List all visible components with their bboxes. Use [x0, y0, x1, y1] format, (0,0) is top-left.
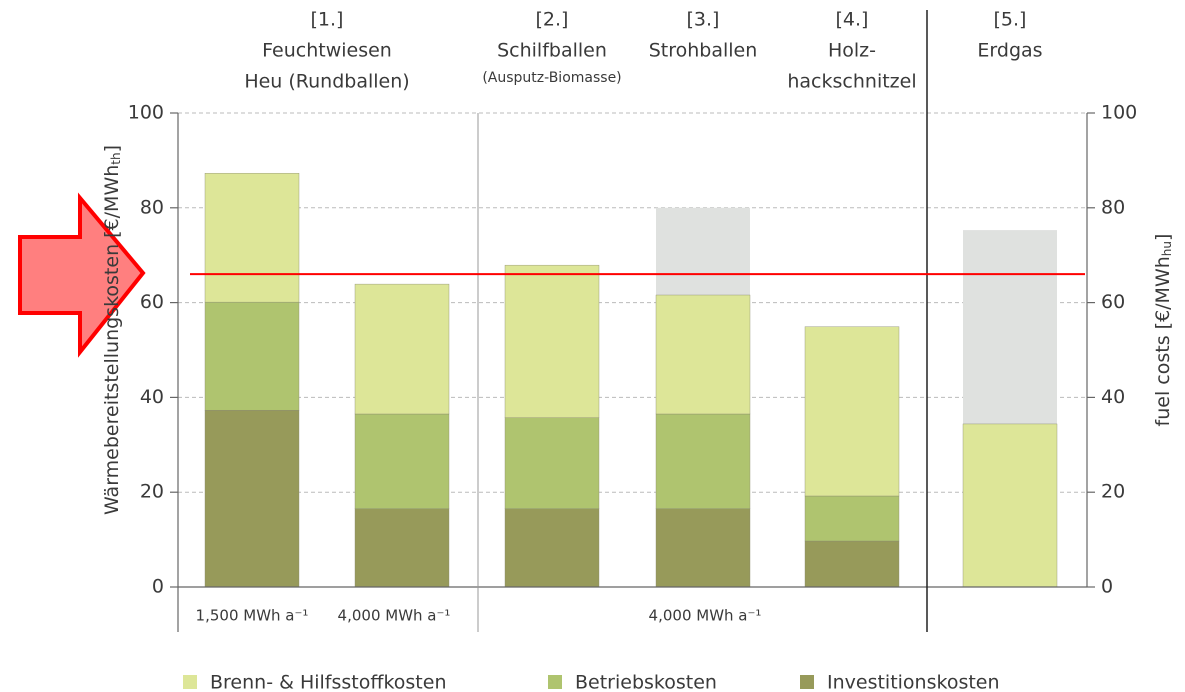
y-tick-label: 20 — [140, 481, 164, 503]
y-tick-label: 100 — [128, 102, 164, 124]
bar-segment — [354, 508, 450, 588]
bar-segment — [354, 413, 450, 509]
y2-tick-label: 0 — [1101, 576, 1113, 598]
bar-segment — [354, 283, 450, 415]
header-number: [1.] — [311, 9, 344, 31]
header-note: (Ausputz-Biomasse) — [482, 70, 621, 86]
capacity-label: 4,000 MWh a⁻¹ — [338, 607, 451, 625]
y2-axis-title-end: ] — [1152, 234, 1174, 241]
capacity-label: 1,500 MWh a⁻¹ — [196, 607, 309, 625]
legend-label: Investitionskosten — [827, 672, 1000, 692]
y2-tick-label: 40 — [1101, 386, 1125, 408]
y2-axis-title: fuel costs [€/MWhhu] — [1152, 234, 1174, 427]
bar-segment — [204, 301, 300, 411]
header-number: [3.] — [687, 9, 720, 31]
legend-label: Betriebskosten — [575, 672, 717, 692]
header-label: Feuchtwiesen — [262, 40, 392, 62]
y2-axis-title-text: fuel costs [€/MWh — [1152, 256, 1174, 426]
y-axis-title-text: Wärmebereitstellungskosten [€/MWh — [101, 165, 123, 515]
y-tick-label: 0 — [152, 576, 164, 598]
y2-tick-label: 80 — [1101, 196, 1125, 218]
y2-axis-title-sub: hu — [1160, 241, 1174, 256]
bar-segment — [204, 409, 300, 588]
header-number: [4.] — [836, 9, 869, 31]
legend-swatch — [800, 675, 814, 689]
header-label: Heu (Rundballen) — [244, 71, 409, 93]
header-label: Holz- — [828, 40, 876, 62]
legend-swatch — [183, 675, 197, 689]
bar-segment — [204, 172, 300, 303]
y2-tick-label: 20 — [1101, 481, 1125, 503]
bar-segment — [804, 540, 900, 588]
legend-swatch — [548, 675, 562, 689]
bar-segment — [655, 508, 751, 588]
y-axis-title: Wärmebereitstellungskosten [€/MWhth] — [101, 145, 123, 515]
y-tick-label: 40 — [140, 386, 164, 408]
y2-tick-label: 100 — [1101, 102, 1137, 124]
header-number: [2.] — [536, 9, 569, 31]
header-label: Schilfballen — [497, 40, 607, 62]
bar-segment — [655, 294, 751, 415]
bar-segment — [655, 413, 751, 509]
header-label: Erdgas — [977, 40, 1042, 62]
y-tick-label: 80 — [140, 196, 164, 218]
arrow — [18, 192, 146, 358]
capacity-label: 4,000 MWh a⁻¹ — [649, 607, 762, 625]
bar-segment — [804, 495, 900, 542]
header-label: hackschnitzel — [787, 71, 916, 93]
y-axis-title-end: ] — [101, 145, 123, 152]
y-tick-label: 60 — [140, 291, 164, 313]
legend-label: Brenn- & Hilfsstoffkosten — [210, 672, 446, 692]
bar-segment — [504, 508, 600, 588]
bar-segment — [504, 264, 600, 418]
bar-segment — [504, 417, 600, 509]
header-number: [5.] — [994, 9, 1027, 31]
bar-segment — [804, 326, 900, 497]
header-label: Strohballen — [649, 40, 758, 62]
y-axis-title-sub: th — [109, 152, 123, 164]
y2-tick-label: 60 — [1101, 291, 1125, 313]
bar-segment — [962, 423, 1058, 588]
